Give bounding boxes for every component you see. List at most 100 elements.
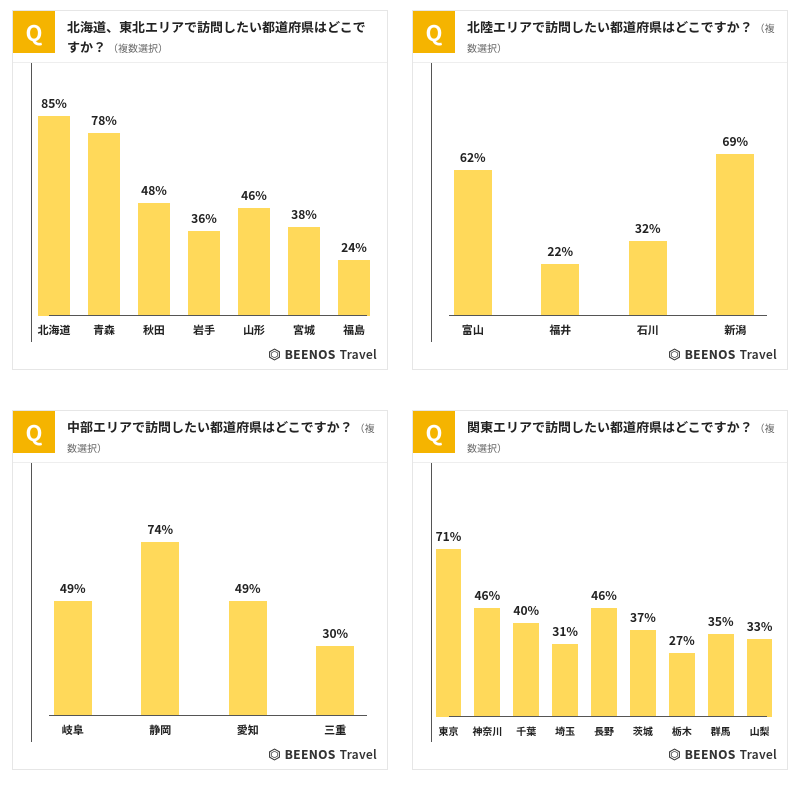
brand-name-bold: BEENOS	[685, 746, 736, 763]
bar-value-label: 38%	[291, 206, 317, 223]
bar	[474, 608, 500, 717]
x-axis	[49, 715, 367, 716]
x-axis	[49, 315, 367, 316]
bar-column: 38%	[281, 81, 327, 316]
x-label: 千葉	[509, 723, 544, 738]
bar-column: 46%	[231, 81, 277, 316]
title-text: 関東エリアで訪問したい都道府県はどこですか？	[467, 417, 753, 436]
bar-column: 37%	[625, 481, 660, 717]
panel-title: 中部エリアで訪問したい都道府県はどこですか？（複数選択）	[55, 411, 387, 462]
brand-footer: BEENOSTravel	[413, 342, 787, 369]
bar-value-label: 46%	[241, 187, 267, 204]
chart-area: 62%22%32%69%富山福井石川新潟	[413, 63, 787, 342]
bar-value-label: 31%	[552, 623, 578, 640]
bar-column: 33%	[742, 481, 777, 717]
x-label: 宮城	[281, 322, 327, 338]
bar-value-label: 46%	[591, 587, 617, 604]
chart-panel-hokuriku: Q北陸エリアで訪問したい都道府県はどこですか？（複数選択）62%22%32%69…	[412, 10, 788, 370]
q-badge: Q	[13, 11, 55, 53]
bar-column: 27%	[664, 481, 699, 717]
x-axis	[449, 716, 767, 717]
brand-name-light: Travel	[340, 746, 377, 763]
bar	[630, 630, 656, 717]
q-badge: Q	[13, 411, 55, 453]
bar-column: 22%	[519, 81, 603, 316]
x-label: 愛知	[206, 722, 290, 738]
bar	[716, 154, 754, 316]
chart-panel-kanto: Q関東エリアで訪問したい都道府県はどこですか？（複数選択） 71% 46% 40% 31…	[412, 410, 788, 770]
title-text: 北陸エリアで訪問したい都道府県はどこですか？	[467, 17, 753, 36]
plot: 62%22%32%69%	[431, 81, 777, 316]
bar-value-label: 37%	[630, 609, 656, 626]
x-label: 石川	[606, 322, 690, 338]
hexagon-icon	[668, 348, 681, 361]
plot: 71%46%40%31%46%37%27%35%33%	[431, 481, 777, 717]
bar-value-label: 74%	[147, 521, 173, 538]
bar	[669, 653, 695, 717]
bar	[141, 542, 179, 716]
brand-name-light: Travel	[340, 346, 377, 363]
bar	[188, 231, 219, 316]
bar	[229, 601, 267, 716]
bar-value-label: 30%	[322, 625, 348, 642]
x-label: 栃木	[664, 723, 699, 738]
bar-value-label: 49%	[235, 580, 261, 597]
x-label: 群馬	[703, 723, 738, 738]
hexagon-icon	[668, 748, 681, 761]
x-label: 北海道	[31, 322, 77, 338]
x-label: 静岡	[119, 722, 203, 738]
bar-value-label: 46%	[474, 587, 500, 604]
bar	[454, 170, 492, 316]
bar	[54, 601, 92, 716]
bar	[316, 646, 354, 717]
x-labels: 富山福井石川新潟	[431, 316, 777, 342]
bar	[338, 260, 369, 316]
brand-name-bold: BEENOS	[285, 346, 336, 363]
bar-column: 48%	[131, 81, 177, 316]
bar-column: 31%	[548, 481, 583, 717]
brand-name-bold: BEENOS	[285, 746, 336, 763]
hexagon-icon	[268, 748, 281, 761]
x-label: 三重	[294, 722, 378, 738]
bar-column: 85%	[31, 81, 77, 316]
panel-header: Q北海道、東北エリアで訪問したい都道府県はどこですか？（複数選択）	[13, 11, 387, 63]
bar-column: 62%	[431, 81, 515, 316]
x-label: 茨城	[625, 723, 660, 738]
bar	[513, 623, 539, 717]
bar-value-label: 22%	[547, 243, 573, 260]
x-label: 東京	[431, 723, 466, 738]
brand-name-light: Travel	[740, 746, 777, 763]
bar-value-label: 49%	[60, 580, 86, 597]
chart-area: 49%74%49%30%岐阜静岡愛知三重	[13, 463, 387, 742]
chart-panel-tohoku: Q北海道、東北エリアで訪問したい都道府県はどこですか？（複数選択）85%78%4…	[12, 10, 388, 370]
panel-title: 北海道、東北エリアで訪問したい都道府県はどこですか？（複数選択）	[55, 11, 387, 62]
x-label: 秋田	[131, 322, 177, 338]
x-label: 長野	[587, 723, 622, 738]
bar-value-label: 62%	[460, 149, 486, 166]
bar-value-label: 48%	[141, 182, 167, 199]
x-label: 新潟	[694, 322, 778, 338]
hexagon-icon	[268, 348, 281, 361]
bar	[288, 227, 319, 316]
bar-value-label: 27%	[669, 632, 695, 649]
bar-column: 40%	[509, 481, 544, 717]
bar-column: 71%	[431, 481, 466, 717]
bar-column: 46%	[587, 481, 622, 717]
plot: 85%78%48%36%46%38%24%	[31, 81, 377, 316]
x-label: 福井	[519, 322, 603, 338]
chart-panel-chubu: Q中部エリアで訪問したい都道府県はどこですか？（複数選択） 49% 74% 49% 30…	[12, 410, 388, 770]
bar-column: 49%	[31, 481, 115, 716]
panel-header: Q北陸エリアで訪問したい都道府県はどこですか？（複数選択）	[413, 11, 787, 63]
bar	[591, 608, 617, 717]
chart-grid: Q北海道、東北エリアで訪問したい都道府県はどこですか？（複数選択）85%78%4…	[12, 10, 788, 770]
plot: 49% 74% 49% 30%	[31, 481, 377, 716]
chart-area: 85%78%48%36%46%38%24%北海道青森秋田岩手山形宮城福島	[13, 63, 387, 342]
panel-title: 関東エリアで訪問したい都道府県はどこですか？（複数選択）	[455, 411, 787, 462]
bar-value-label: 85%	[41, 95, 67, 112]
x-label: 富山	[431, 322, 515, 338]
chart-area: 71%46%40%31%46%37%27%35%33%東京神奈川千葉埼玉長野茨城…	[413, 463, 787, 742]
q-badge: Q	[413, 411, 455, 453]
x-label: 山梨	[742, 723, 777, 738]
bar-value-label: 32%	[635, 220, 661, 237]
bar	[436, 549, 462, 717]
